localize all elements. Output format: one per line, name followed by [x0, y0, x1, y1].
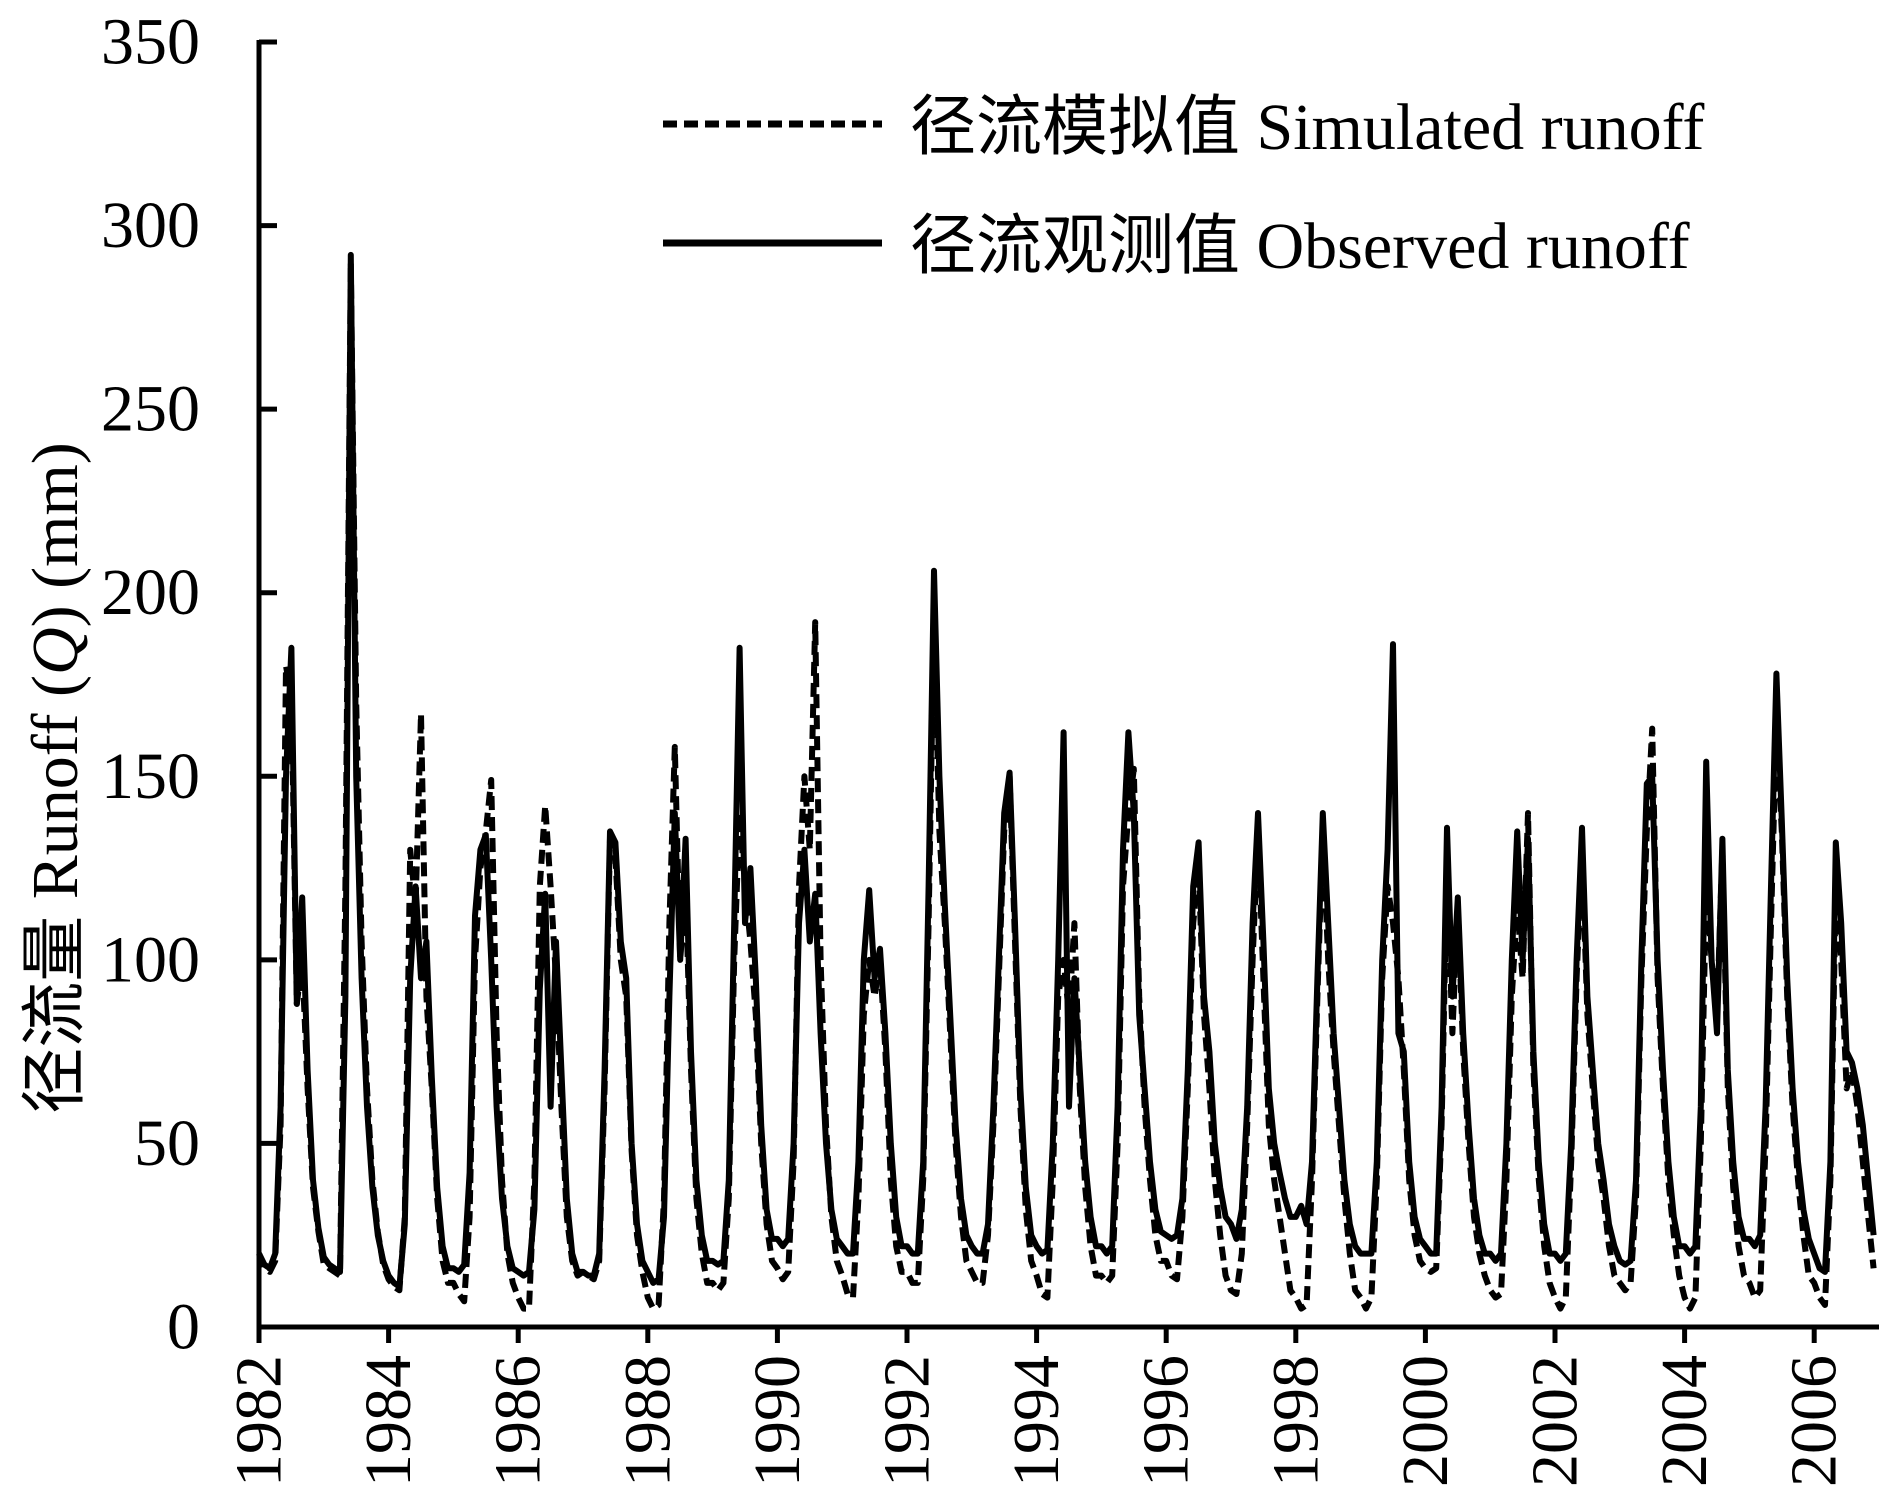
y-tick-label: 200 — [101, 556, 200, 629]
y-tick-label: 350 — [101, 6, 200, 79]
x-tick-label: 1992 — [871, 1355, 944, 1487]
legend-simulated-label: 径流模拟值 Simulated runoff — [910, 91, 1704, 164]
x-tick-label: 1990 — [741, 1355, 814, 1487]
axes — [256, 40, 1879, 1330]
y-tick-label: 0 — [167, 1291, 200, 1364]
y-ticks: 0 50 100 150 200 250 300 350 — [101, 6, 277, 1364]
x-tick-label: 2006 — [1778, 1355, 1851, 1487]
x-ticks: 1982 1984 1986 1988 1990 1992 1994 1996 1998 2000… — [223, 1327, 1851, 1487]
y-tick-label: 100 — [101, 923, 200, 996]
legend: 径流模拟值 Simulated runoff 径流观测值 Observed ru… — [663, 91, 1704, 283]
x-tick-label: 1982 — [223, 1355, 296, 1487]
y-axis-label-part: 径流量 Runoff ( — [19, 675, 92, 1114]
series-line-2 — [256, 251, 1877, 1290]
x-tick-label: 2002 — [1519, 1355, 1592, 1487]
x-tick-label: 2000 — [1389, 1355, 1462, 1487]
x-tick-label: 1988 — [611, 1355, 684, 1487]
y-axis-label-symbol: Q — [19, 627, 92, 675]
x-tick-label: 1996 — [1130, 1355, 1203, 1487]
y-tick-label: 150 — [101, 740, 200, 813]
x-tick-label: 1998 — [1259, 1355, 1332, 1487]
y-tick-label: 50 — [134, 1107, 200, 1180]
y-axis-label: 径流量 Runoff (Q) (mm) — [19, 442, 92, 1114]
y-tick-label: 250 — [101, 373, 200, 446]
x-tick-label: 2004 — [1648, 1355, 1721, 1487]
series-layer — [256, 251, 1877, 1312]
x-tick-label: 1994 — [1000, 1355, 1073, 1487]
y-tick-label: 300 — [101, 189, 200, 262]
legend-observed-label: 径流观测值 Observed runoff — [910, 210, 1690, 283]
x-tick-label: 1984 — [352, 1355, 425, 1487]
x-tick-label: 1986 — [482, 1355, 555, 1487]
y-axis-label-part: ) (mm) — [19, 442, 92, 627]
